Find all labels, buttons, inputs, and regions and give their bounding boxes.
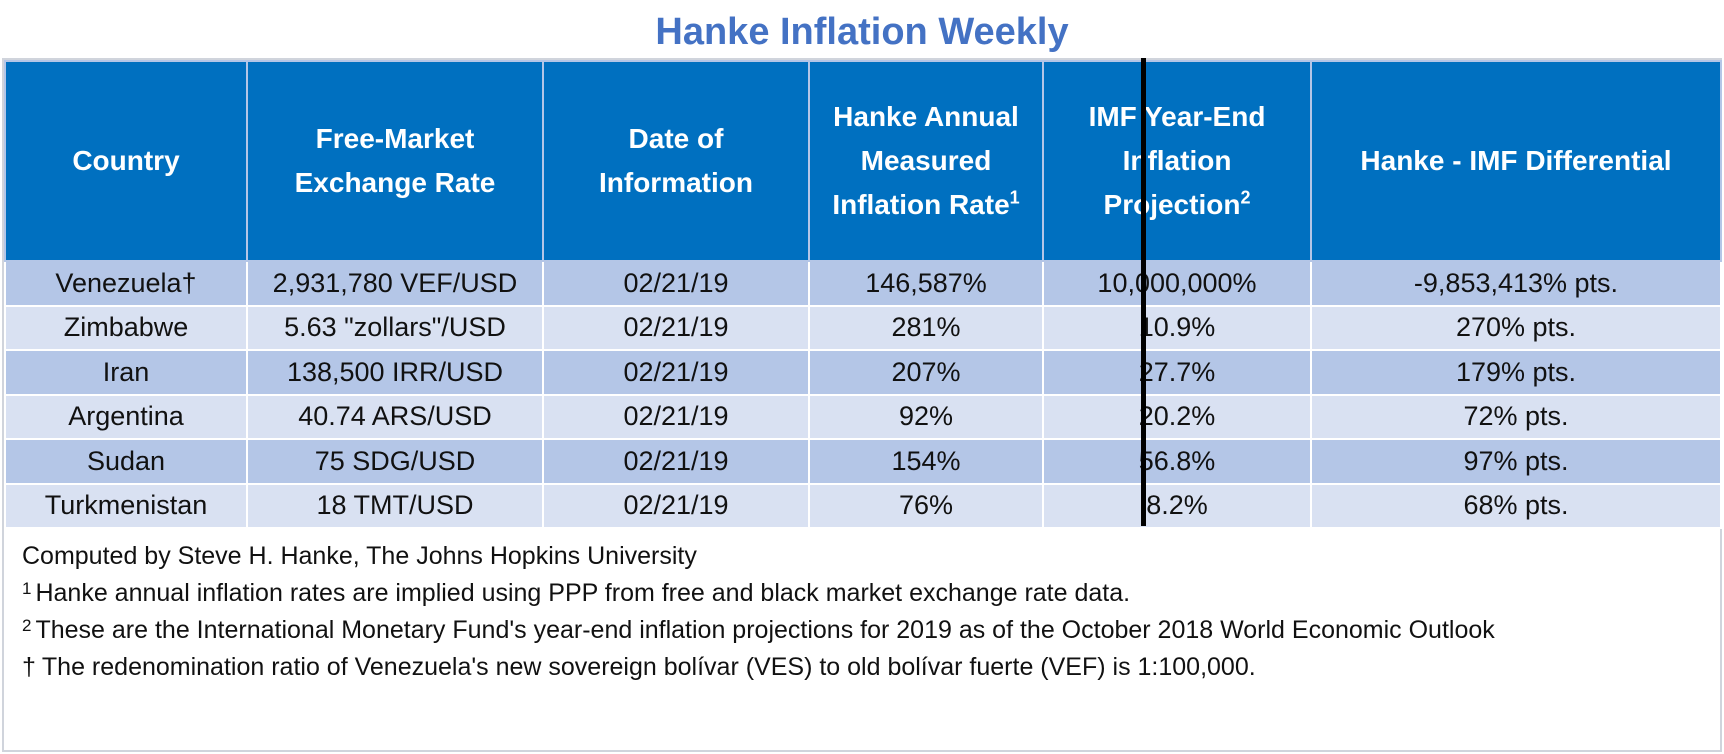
table-cell: 179% pts. <box>1310 349 1722 396</box>
table-cell: 8.2% <box>1042 482 1312 529</box>
footnote-2: 2 These are the International Monetary Fu… <box>22 612 1712 649</box>
table-cell: 92% <box>808 393 1044 440</box>
table-cell: 10,000,000% <box>1042 260 1312 307</box>
footnote-1: 1 Hanke annual inflation rates are implie… <box>22 575 1712 612</box>
table-cell: 02/21/19 <box>542 393 810 440</box>
footnote-dagger: † The redenomination ratio of Venezuela's… <box>22 649 1712 686</box>
column-header: Hanke Annual Measured Inflation Rate1 <box>808 60 1044 262</box>
column-header: Date of Information <box>542 60 810 262</box>
footnote-text: Hanke annual inflation rates are implied… <box>35 579 1131 607</box>
footnotes: Computed by Steve H. Hanke, The Johns Ho… <box>22 538 1712 686</box>
table-cell: 68% pts. <box>1310 482 1722 529</box>
column-header: Hanke - IMF Differential <box>1310 60 1722 262</box>
table-cell: Zimbabwe <box>4 304 248 351</box>
table-cell: 56.8% <box>1042 438 1312 485</box>
table-cell: 02/21/19 <box>542 482 810 529</box>
header-row: Country Free-Market Exchange Rate Date o… <box>4 60 1722 262</box>
table-cell: 02/21/19 <box>542 438 810 485</box>
footnote-marker: 1 <box>22 579 32 598</box>
table-cell: 02/21/19 <box>542 349 810 396</box>
table-cell: Venezuela† <box>4 260 248 307</box>
table-cell: 02/21/19 <box>542 260 810 307</box>
table-cell: Iran <box>4 349 248 396</box>
table-row: Venezuela† 2,931,780 VEF/USD 02/21/19 14… <box>4 260 1722 307</box>
table-cell: 5.63 "zollars"/USD <box>246 304 544 351</box>
table-cell: 97% pts. <box>1310 438 1722 485</box>
footnote-marker: † <box>22 653 36 681</box>
column-divider <box>1141 58 1146 526</box>
table-row: Iran 138,500 IRR/USD 02/21/19 207% 27.7%… <box>4 349 1722 396</box>
footnote-marker: 2 <box>22 616 32 635</box>
table-cell: 270% pts. <box>1310 304 1722 351</box>
table-row: Zimbabwe 5.63 "zollars"/USD 02/21/19 281… <box>4 304 1722 351</box>
column-header: Free-Market Exchange Rate <box>246 60 544 262</box>
table-cell: 20.2% <box>1042 393 1312 440</box>
table-cell: Turkmenistan <box>4 482 248 529</box>
footnote-text: The redenomination ratio of Venezuela's … <box>41 653 1256 681</box>
table-row: Argentina 40.74 ARS/USD 02/21/19 92% 20.… <box>4 393 1722 440</box>
table-cell: 27.7% <box>1042 349 1312 396</box>
table-cell: Sudan <box>4 438 248 485</box>
table-cell: 154% <box>808 438 1044 485</box>
table-row: Turkmenistan 18 TMT/USD 02/21/19 76% 8.2… <box>4 482 1722 529</box>
table-cell: 75 SDG/USD <box>246 438 544 485</box>
column-header: Country <box>4 60 248 262</box>
table-cell: 18 TMT/USD <box>246 482 544 529</box>
table-cell: -9,853,413% pts. <box>1310 260 1722 307</box>
inflation-table: Country Free-Market Exchange Rate Date o… <box>4 60 1722 529</box>
table-cell: Argentina <box>4 393 248 440</box>
table-row: Sudan 75 SDG/USD 02/21/19 154% 56.8% 97%… <box>4 438 1722 485</box>
page-title: Hanke Inflation Weekly <box>655 11 1069 53</box>
table-frame <box>2 58 1722 752</box>
footnote-text: These are the International Monetary Fun… <box>35 616 1495 644</box>
table-cell: 76% <box>808 482 1044 529</box>
footnote-text: Computed by Steve H. Hanke, The Johns Ho… <box>22 542 697 570</box>
table-cell: 40.74 ARS/USD <box>246 393 544 440</box>
table-cell: 207% <box>808 349 1044 396</box>
table-cell: 281% <box>808 304 1044 351</box>
table-cell: 02/21/19 <box>542 304 810 351</box>
table-cell: 72% pts. <box>1310 393 1722 440</box>
table-cell: 2,931,780 VEF/USD <box>246 260 544 307</box>
table-cell: 146,587% <box>808 260 1044 307</box>
table-cell: 10.9% <box>1042 304 1312 351</box>
table-cell: 138,500 IRR/USD <box>246 349 544 396</box>
footnote-credit: Computed by Steve H. Hanke, The Johns Ho… <box>22 538 1712 575</box>
column-header: IMF Year-End Inflation Projection2 <box>1042 60 1312 262</box>
